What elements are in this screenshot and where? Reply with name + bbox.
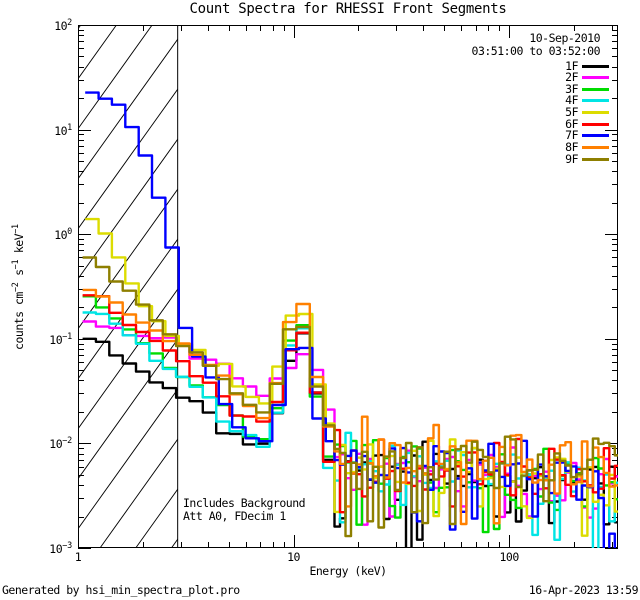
- legend-swatch-5f: [582, 111, 609, 115]
- legend-label-8f: 8F: [565, 139, 578, 154]
- excluded-region-hatch: [78, 25, 178, 548]
- observation-date: 10-Sep-2010: [529, 31, 600, 45]
- legend-swatch-1f: [582, 64, 609, 68]
- y-axis-title: counts cm−2 s−1 keV−1: [10, 137, 26, 437]
- legend-swatch-8f: [582, 145, 609, 149]
- y-tick-label-1e1: 101: [54, 122, 72, 138]
- legend-swatch-3f: [582, 87, 609, 91]
- legend-label-5f: 5F: [565, 105, 578, 120]
- observation-time-range: 03:51:00 to 03:52:00: [471, 44, 601, 58]
- y-axis-title-segment: −2: [11, 282, 21, 293]
- y-tick-label-1e0: 100: [54, 227, 72, 243]
- series-9f-curve: [82, 256, 618, 538]
- y-tick-label-1e-2: 10−2: [49, 436, 72, 452]
- legend-label-4f: 4F: [565, 93, 578, 108]
- y-axis-title-segment: counts cm: [12, 292, 26, 350]
- legend-label-1f: 1F: [565, 58, 578, 73]
- footer-render-timestamp: 16-Apr-2023 13:59: [528, 583, 639, 597]
- series-4f-curve: [82, 311, 618, 548]
- legend-label-7f: 7F: [565, 128, 578, 143]
- plot-frame: [78, 25, 618, 548]
- y-axis-title-segment: −1: [11, 224, 21, 234]
- legend-swatch-9f: [582, 157, 609, 161]
- annotation-attenuator-state: Att A0, FDecim 1: [183, 509, 286, 523]
- page-title: Count Spectra for RHESSI Front Segments: [189, 1, 507, 17]
- legend-swatch-6f: [582, 122, 609, 126]
- y-tick-label-1e-1: 10−1: [49, 331, 72, 347]
- y-axis-title-segment: −1: [11, 259, 21, 270]
- legend-label-3f: 3F: [565, 81, 578, 96]
- legend-label-2f: 2F: [565, 70, 578, 85]
- footer-generator-credit: Generated by hsi_min_spectra_plot.pro: [2, 583, 240, 597]
- x-tick-label-10: 10: [287, 550, 300, 564]
- legend-label-6f: 6F: [565, 116, 578, 131]
- y-tick-label-1e-3: 10−3: [49, 541, 72, 556]
- x-axis-title: Energy (keV): [309, 564, 387, 578]
- legend-swatch-2f: [582, 76, 609, 80]
- spectra-curves: [82, 91, 618, 548]
- legend-swatch-4f: [582, 99, 609, 103]
- legend-swatch-7f: [582, 134, 609, 138]
- legend-label-9f: 9F: [565, 151, 578, 166]
- x-tick-label-100: 100: [499, 550, 519, 564]
- y-axis-title-segment: keV: [12, 233, 26, 260]
- x-tick-label-1: 1: [74, 550, 82, 564]
- y-axis-title-segment: s: [12, 269, 26, 283]
- y-tick-label-1e2: 102: [54, 18, 72, 33]
- annotation-includes-background: Includes Background: [183, 496, 306, 510]
